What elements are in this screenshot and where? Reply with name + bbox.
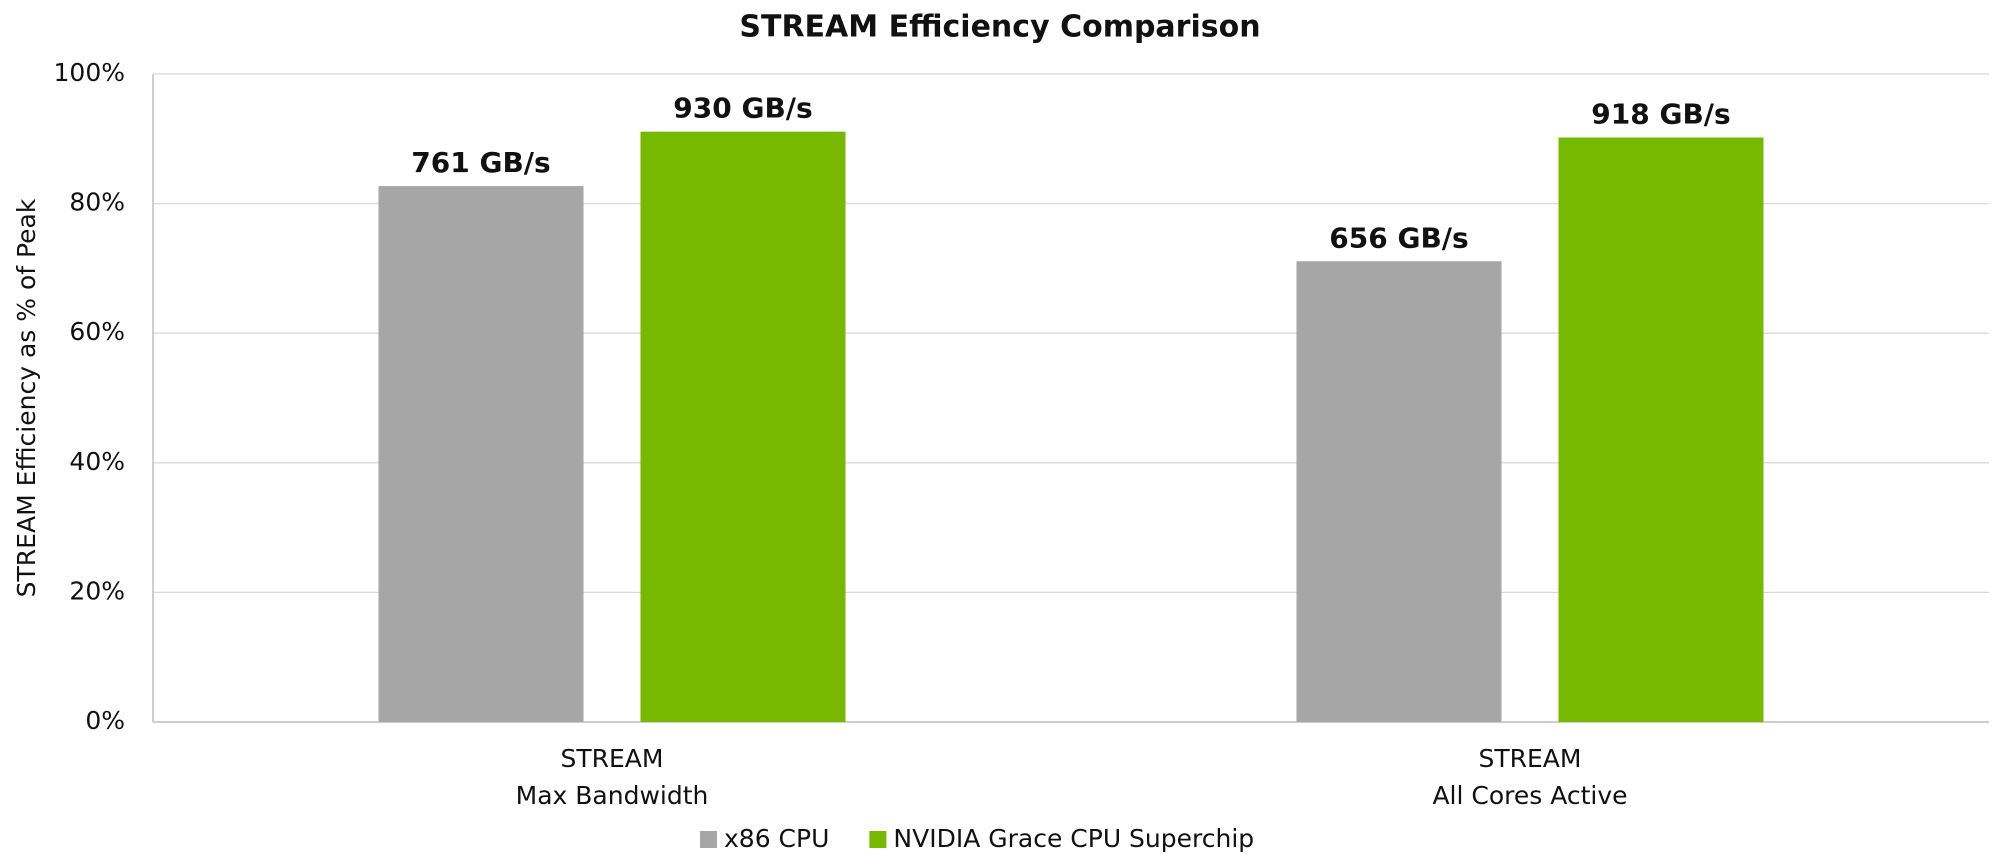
y-axis-title: STREAM Efficiency as % of Peak [12, 198, 41, 597]
legend-label: NVIDIA Grace CPU Superchip [893, 824, 1254, 853]
x-tick-label: STREAM [561, 744, 664, 773]
legend-swatch [869, 831, 887, 848]
legend-swatch [700, 831, 717, 848]
bar [1558, 137, 1764, 722]
y-tick-label: 40% [69, 447, 125, 476]
legend-label: x86 CPU [724, 824, 829, 853]
y-tick-label: 0% [85, 706, 125, 735]
y-tick-label: 20% [69, 576, 125, 605]
bar [640, 131, 846, 722]
x-tick-label: STREAM [1479, 744, 1582, 773]
x-tick-label: All Cores Active [1432, 781, 1627, 810]
value-label: 656 GB/s [1329, 221, 1468, 254]
value-label: 918 GB/s [1591, 98, 1730, 131]
bar [1296, 261, 1502, 722]
value-label: 930 GB/s [673, 92, 812, 125]
bar [378, 186, 584, 722]
value-label: 761 GB/s [411, 146, 550, 179]
y-tick-label: 100% [54, 58, 125, 87]
x-tick-label: Max Bandwidth [516, 781, 709, 810]
chart-title: STREAM Efficiency Comparison [739, 10, 1260, 45]
y-tick-label: 60% [69, 317, 125, 346]
y-tick-label: 80% [69, 188, 125, 217]
